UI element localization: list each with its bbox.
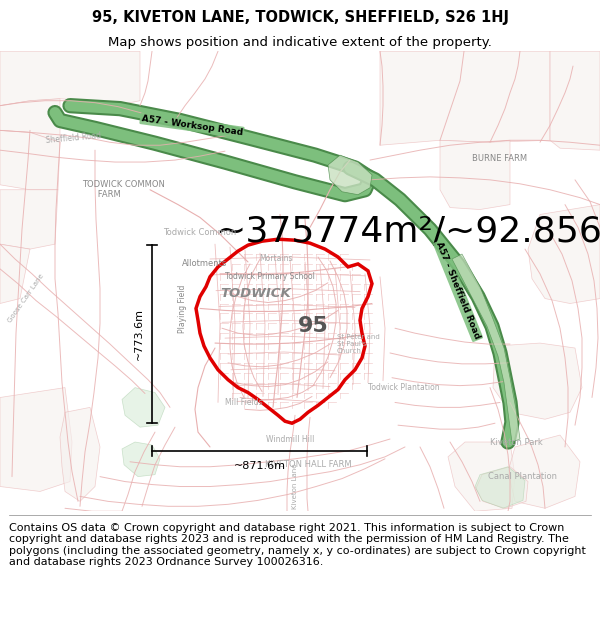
Text: Playing Field: Playing Field [178,284,187,332]
Text: BURNE FARM: BURNE FARM [472,154,527,162]
Text: Windmill Hill: Windmill Hill [266,434,314,444]
Text: Todwick Common: Todwick Common [163,228,236,237]
Text: Map shows position and indicative extent of the property.: Map shows position and indicative extent… [108,36,492,49]
Polygon shape [0,244,30,304]
Text: Todwick Primary School: Todwick Primary School [225,272,315,281]
Polygon shape [380,51,550,145]
Polygon shape [493,343,582,419]
Text: ~871.6m: ~871.6m [233,461,286,471]
Text: KIVETON HALL FARM: KIVETON HALL FARM [265,460,352,469]
Text: Mill Fields: Mill Fields [225,398,263,407]
Text: ~773.6m: ~773.6m [134,308,144,360]
Text: ~375774m²/~92.856ac.: ~375774m²/~92.856ac. [215,214,600,249]
Text: Todwick Plantation: Todwick Plantation [368,383,440,392]
Text: Sheffield Road: Sheffield Road [45,131,101,145]
Text: Mortains: Mortains [259,254,293,264]
Text: A57 - Sheffield Road: A57 - Sheffield Road [434,241,482,341]
Polygon shape [452,254,520,442]
Polygon shape [328,155,372,195]
Polygon shape [528,204,600,304]
Polygon shape [508,435,580,508]
Polygon shape [440,140,510,209]
Polygon shape [0,131,60,190]
Text: 95: 95 [298,316,328,336]
Text: Kiveton Park: Kiveton Park [490,438,542,446]
Polygon shape [122,442,160,477]
Text: 95, KIVETON LANE, TODWICK, SHEFFIELD, S26 1HJ: 95, KIVETON LANE, TODWICK, SHEFFIELD, S2… [91,10,509,25]
Text: TODWICK COMMON
      FARM: TODWICK COMMON FARM [82,180,165,199]
Polygon shape [0,388,72,491]
Polygon shape [476,467,528,508]
Polygon shape [0,190,58,249]
Text: A57 - Worksop Road: A57 - Worksop Road [141,114,243,137]
Polygon shape [122,388,165,427]
Text: St Peter and
St Paul's
Church: St Peter and St Paul's Church [337,334,380,354]
Polygon shape [60,408,100,501]
Text: Allotments: Allotments [182,259,227,269]
Polygon shape [475,467,525,508]
Text: Canal Plantation: Canal Plantation [487,472,557,481]
Polygon shape [448,442,515,511]
Text: TODWICK: TODWICK [221,287,292,300]
Polygon shape [0,99,60,142]
Text: Kiveton Lane: Kiveton Lane [292,464,298,509]
Text: Goose Carr Lane: Goose Carr Lane [7,273,45,324]
Text: Contains OS data © Crown copyright and database right 2021. This information is : Contains OS data © Crown copyright and d… [9,522,586,568]
Polygon shape [550,51,600,150]
Polygon shape [0,51,140,106]
